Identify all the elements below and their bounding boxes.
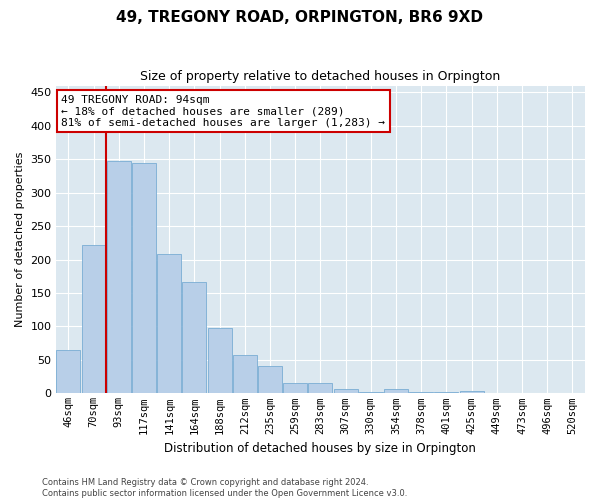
Text: 49, TREGONY ROAD, ORPINGTON, BR6 9XD: 49, TREGONY ROAD, ORPINGTON, BR6 9XD [116,10,484,25]
Bar [384,388,408,394]
Y-axis label: Number of detached properties: Number of detached properties [15,152,25,327]
X-axis label: Distribution of detached houses by size in Orpington: Distribution of detached houses by size … [164,442,476,455]
Bar [208,328,232,394]
Bar [485,392,509,394]
Bar [434,392,458,394]
Text: 49 TREGONY ROAD: 94sqm
← 18% of detached houses are smaller (289)
81% of semi-de: 49 TREGONY ROAD: 94sqm ← 18% of detached… [61,95,385,128]
Bar [334,390,358,394]
Bar [359,392,383,394]
Bar [460,390,484,394]
Bar [56,350,80,394]
Bar [132,163,156,394]
Bar [233,355,257,394]
Bar [82,245,106,394]
Bar [409,392,433,394]
Bar [308,384,332,394]
Bar [182,282,206,394]
Bar [157,254,181,394]
Bar [107,161,131,394]
Bar [560,392,584,394]
Bar [283,384,307,394]
Bar [258,366,282,394]
Title: Size of property relative to detached houses in Orpington: Size of property relative to detached ho… [140,70,500,83]
Text: Contains HM Land Registry data © Crown copyright and database right 2024.
Contai: Contains HM Land Registry data © Crown c… [42,478,407,498]
